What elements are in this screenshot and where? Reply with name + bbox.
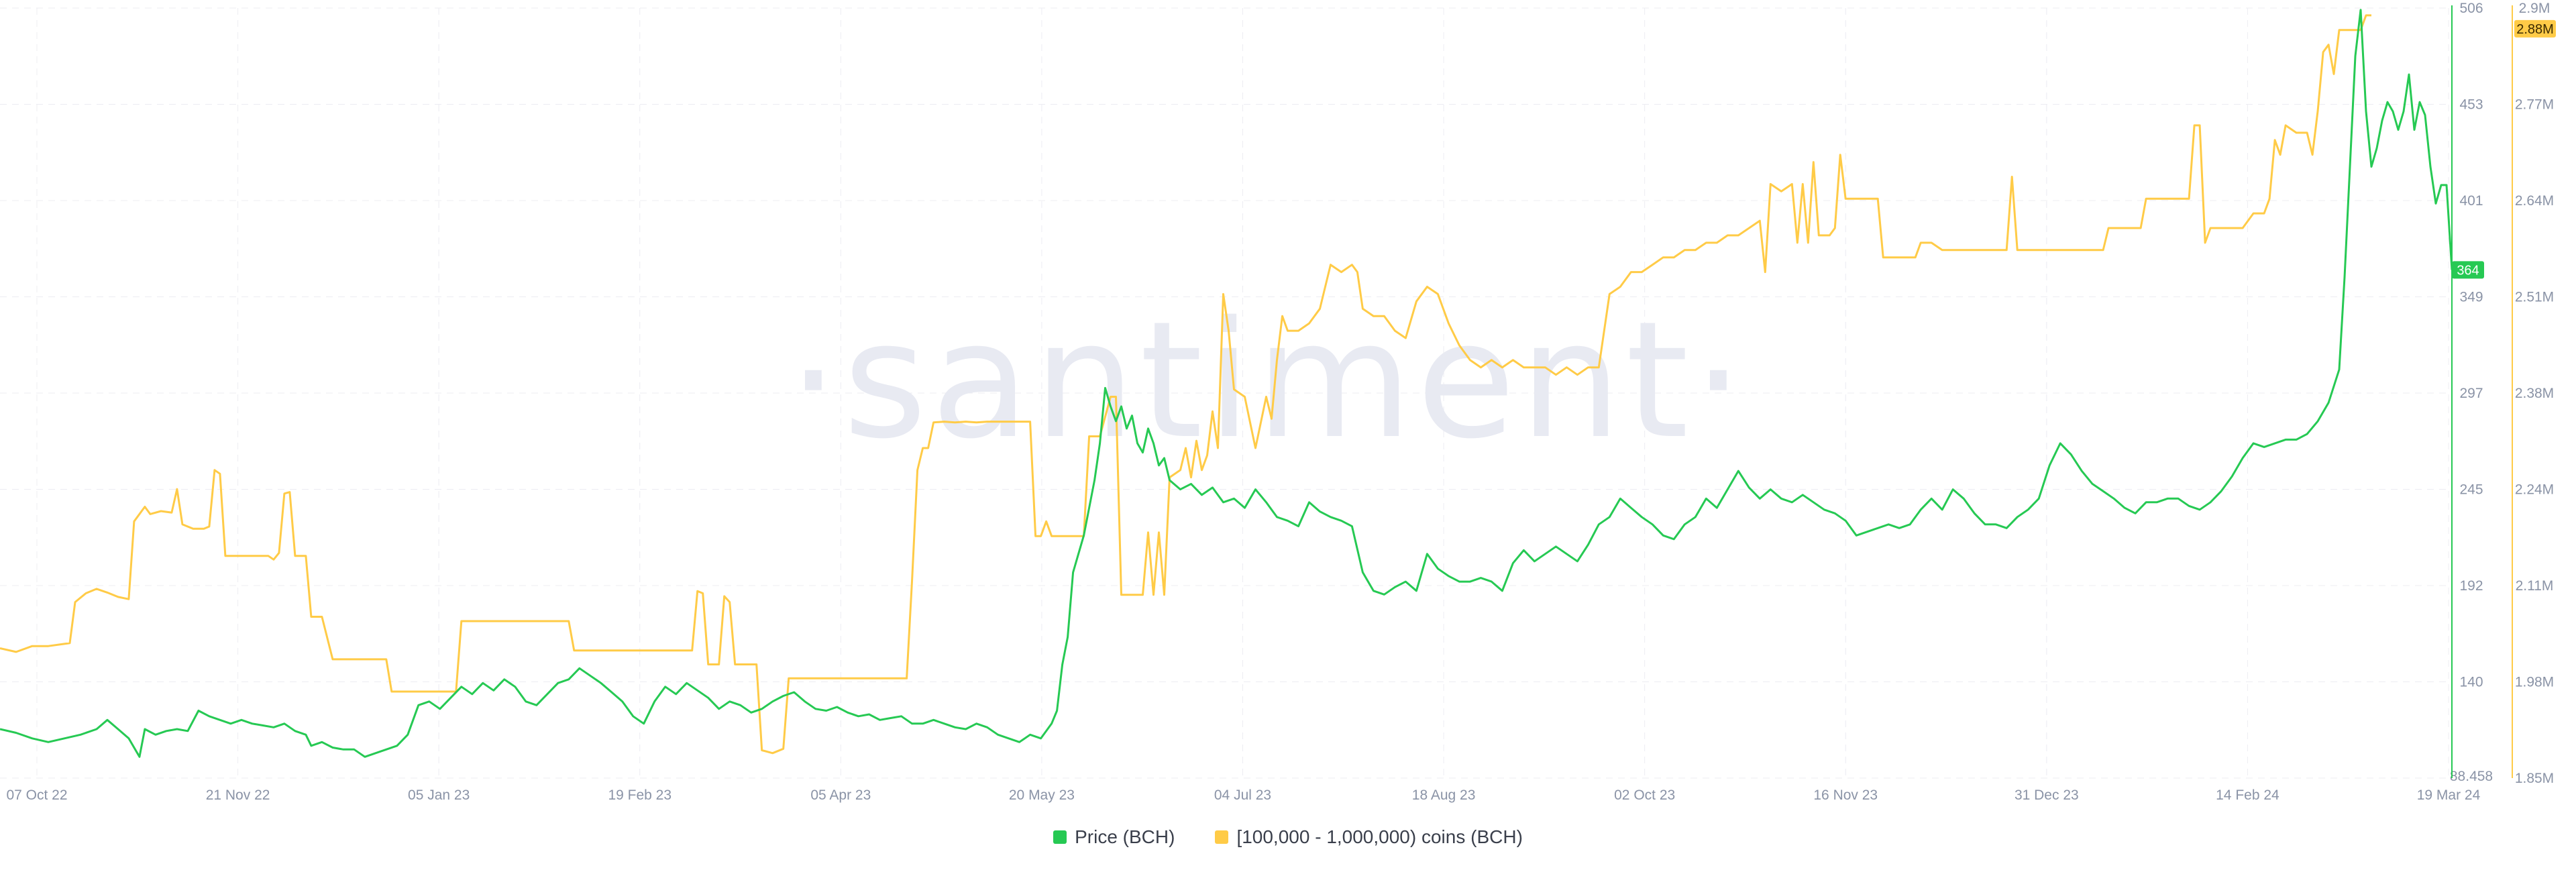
legend: Price (BCH) [100,000 - 1,000,000) coins … [0,826,2576,848]
y-left-tick-label: 192 [2459,578,2483,594]
x-tick-label: 14 Feb 24 [2216,787,2279,803]
legend-item-holdings[interactable]: [100,000 - 1,000,000) coins (BCH) [1215,826,1523,848]
legend-label-holdings: [100,000 - 1,000,000) coins (BCH) [1236,826,1523,847]
y-right-tick-label: 2.64M [2515,193,2554,209]
y-left-tick-label: 401 [2459,193,2483,209]
x-tick-label: 05 Apr 23 [810,787,871,803]
y-left-tick-label: 140 [2459,675,2483,690]
legend-item-price[interactable]: Price (BCH) [1053,826,1175,848]
y-right-tick-label: 2.9M [2519,1,2551,16]
y-right-tick-label: 2.51M [2515,290,2554,305]
svg-text:364: 364 [2457,263,2479,278]
y-right-tick-label: 1.85M [2515,771,2554,786]
legend-swatch-price [1053,830,1067,844]
series-line-price[interactable] [0,9,2453,758]
y-left-tick-label: 453 [2459,97,2483,113]
x-tick-label: 19 Feb 23 [608,787,672,803]
series-line-holdings[interactable] [0,14,2371,755]
svg-text:2.88M: 2.88M [2516,22,2554,37]
x-tick-label: 20 May 23 [1009,787,1075,803]
x-tick-label: 02 Oct 23 [1614,787,1675,803]
y-axis-right-ticks: 2.9M 2.77M 2.64M 2.51M 2.38M 2.24M 2.11M 1.98M 1… [2515,1,2554,786]
x-axis-ticks: 07 Oct 22 21 Nov 22 05 Jan 23 19 Feb 23 05 A… [6,787,2480,803]
y-right-tick-label: 2.11M [2516,578,2554,594]
legend-swatch-holdings [1215,830,1229,844]
y-axis-left-ticks: 506 453 401 349 297 245 192 140 88.458 [2450,1,2493,784]
legend-label-price: Price (BCH) [1075,826,1175,847]
gridlines [0,7,2452,779]
current-holdings-badge: 2.88M [2514,19,2556,38]
santiment-watermark: ·santiment· [788,286,1748,474]
y-left-tick-label: 245 [2459,482,2483,498]
y-right-tick-label: 2.38M [2515,386,2554,401]
current-price-badge: 364 [2452,261,2484,279]
x-tick-label: 21 Nov 22 [206,787,270,803]
x-tick-label: 19 Mar 24 [2417,787,2481,803]
x-tick-label: 18 Aug 23 [1412,787,1476,803]
x-tick-label: 05 Jan 23 [408,787,470,803]
x-tick-label: 31 Dec 23 [2015,787,2079,803]
x-tick-label: 07 Oct 22 [6,787,67,803]
y-right-tick-label: 2.24M [2515,482,2554,498]
y-right-tick-label: 1.98M [2515,675,2554,690]
x-tick-label: 04 Jul 23 [1214,787,1271,803]
y-left-tick-label: 506 [2459,1,2483,16]
y-left-tick-label: 88.458 [2450,769,2493,784]
y-left-tick-label: 297 [2459,386,2483,401]
y-left-tick-label: 349 [2459,290,2483,305]
y-right-tick-label: 2.77M [2515,97,2554,113]
x-tick-label: 16 Nov 23 [1813,787,1878,803]
